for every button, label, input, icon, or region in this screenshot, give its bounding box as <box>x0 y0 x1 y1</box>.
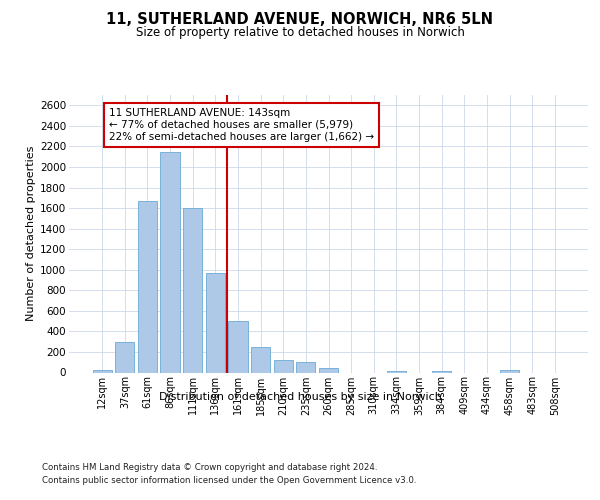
Y-axis label: Number of detached properties: Number of detached properties <box>26 146 36 322</box>
Bar <box>138 201 157 372</box>
Bar <box>274 360 293 372</box>
Text: Contains public sector information licensed under the Open Government Licence v3: Contains public sector information licen… <box>42 476 416 485</box>
Bar <box>160 152 180 372</box>
Bar <box>183 208 202 372</box>
Bar <box>296 362 316 372</box>
Text: 11, SUTHERLAND AVENUE, NORWICH, NR6 5LN: 11, SUTHERLAND AVENUE, NORWICH, NR6 5LN <box>107 12 493 28</box>
Text: Distribution of detached houses by size in Norwich: Distribution of detached houses by size … <box>158 392 442 402</box>
Text: 11 SUTHERLAND AVENUE: 143sqm
← 77% of detached houses are smaller (5,979)
22% of: 11 SUTHERLAND AVENUE: 143sqm ← 77% of de… <box>109 108 374 142</box>
Bar <box>115 342 134 372</box>
Bar <box>206 273 225 372</box>
Bar <box>500 370 519 372</box>
Bar <box>432 370 451 372</box>
Bar <box>387 370 406 372</box>
Bar <box>92 370 112 372</box>
Bar <box>319 368 338 372</box>
Bar <box>251 348 270 372</box>
Text: Contains HM Land Registry data © Crown copyright and database right 2024.: Contains HM Land Registry data © Crown c… <box>42 462 377 471</box>
Bar <box>229 321 248 372</box>
Text: Size of property relative to detached houses in Norwich: Size of property relative to detached ho… <box>136 26 464 39</box>
